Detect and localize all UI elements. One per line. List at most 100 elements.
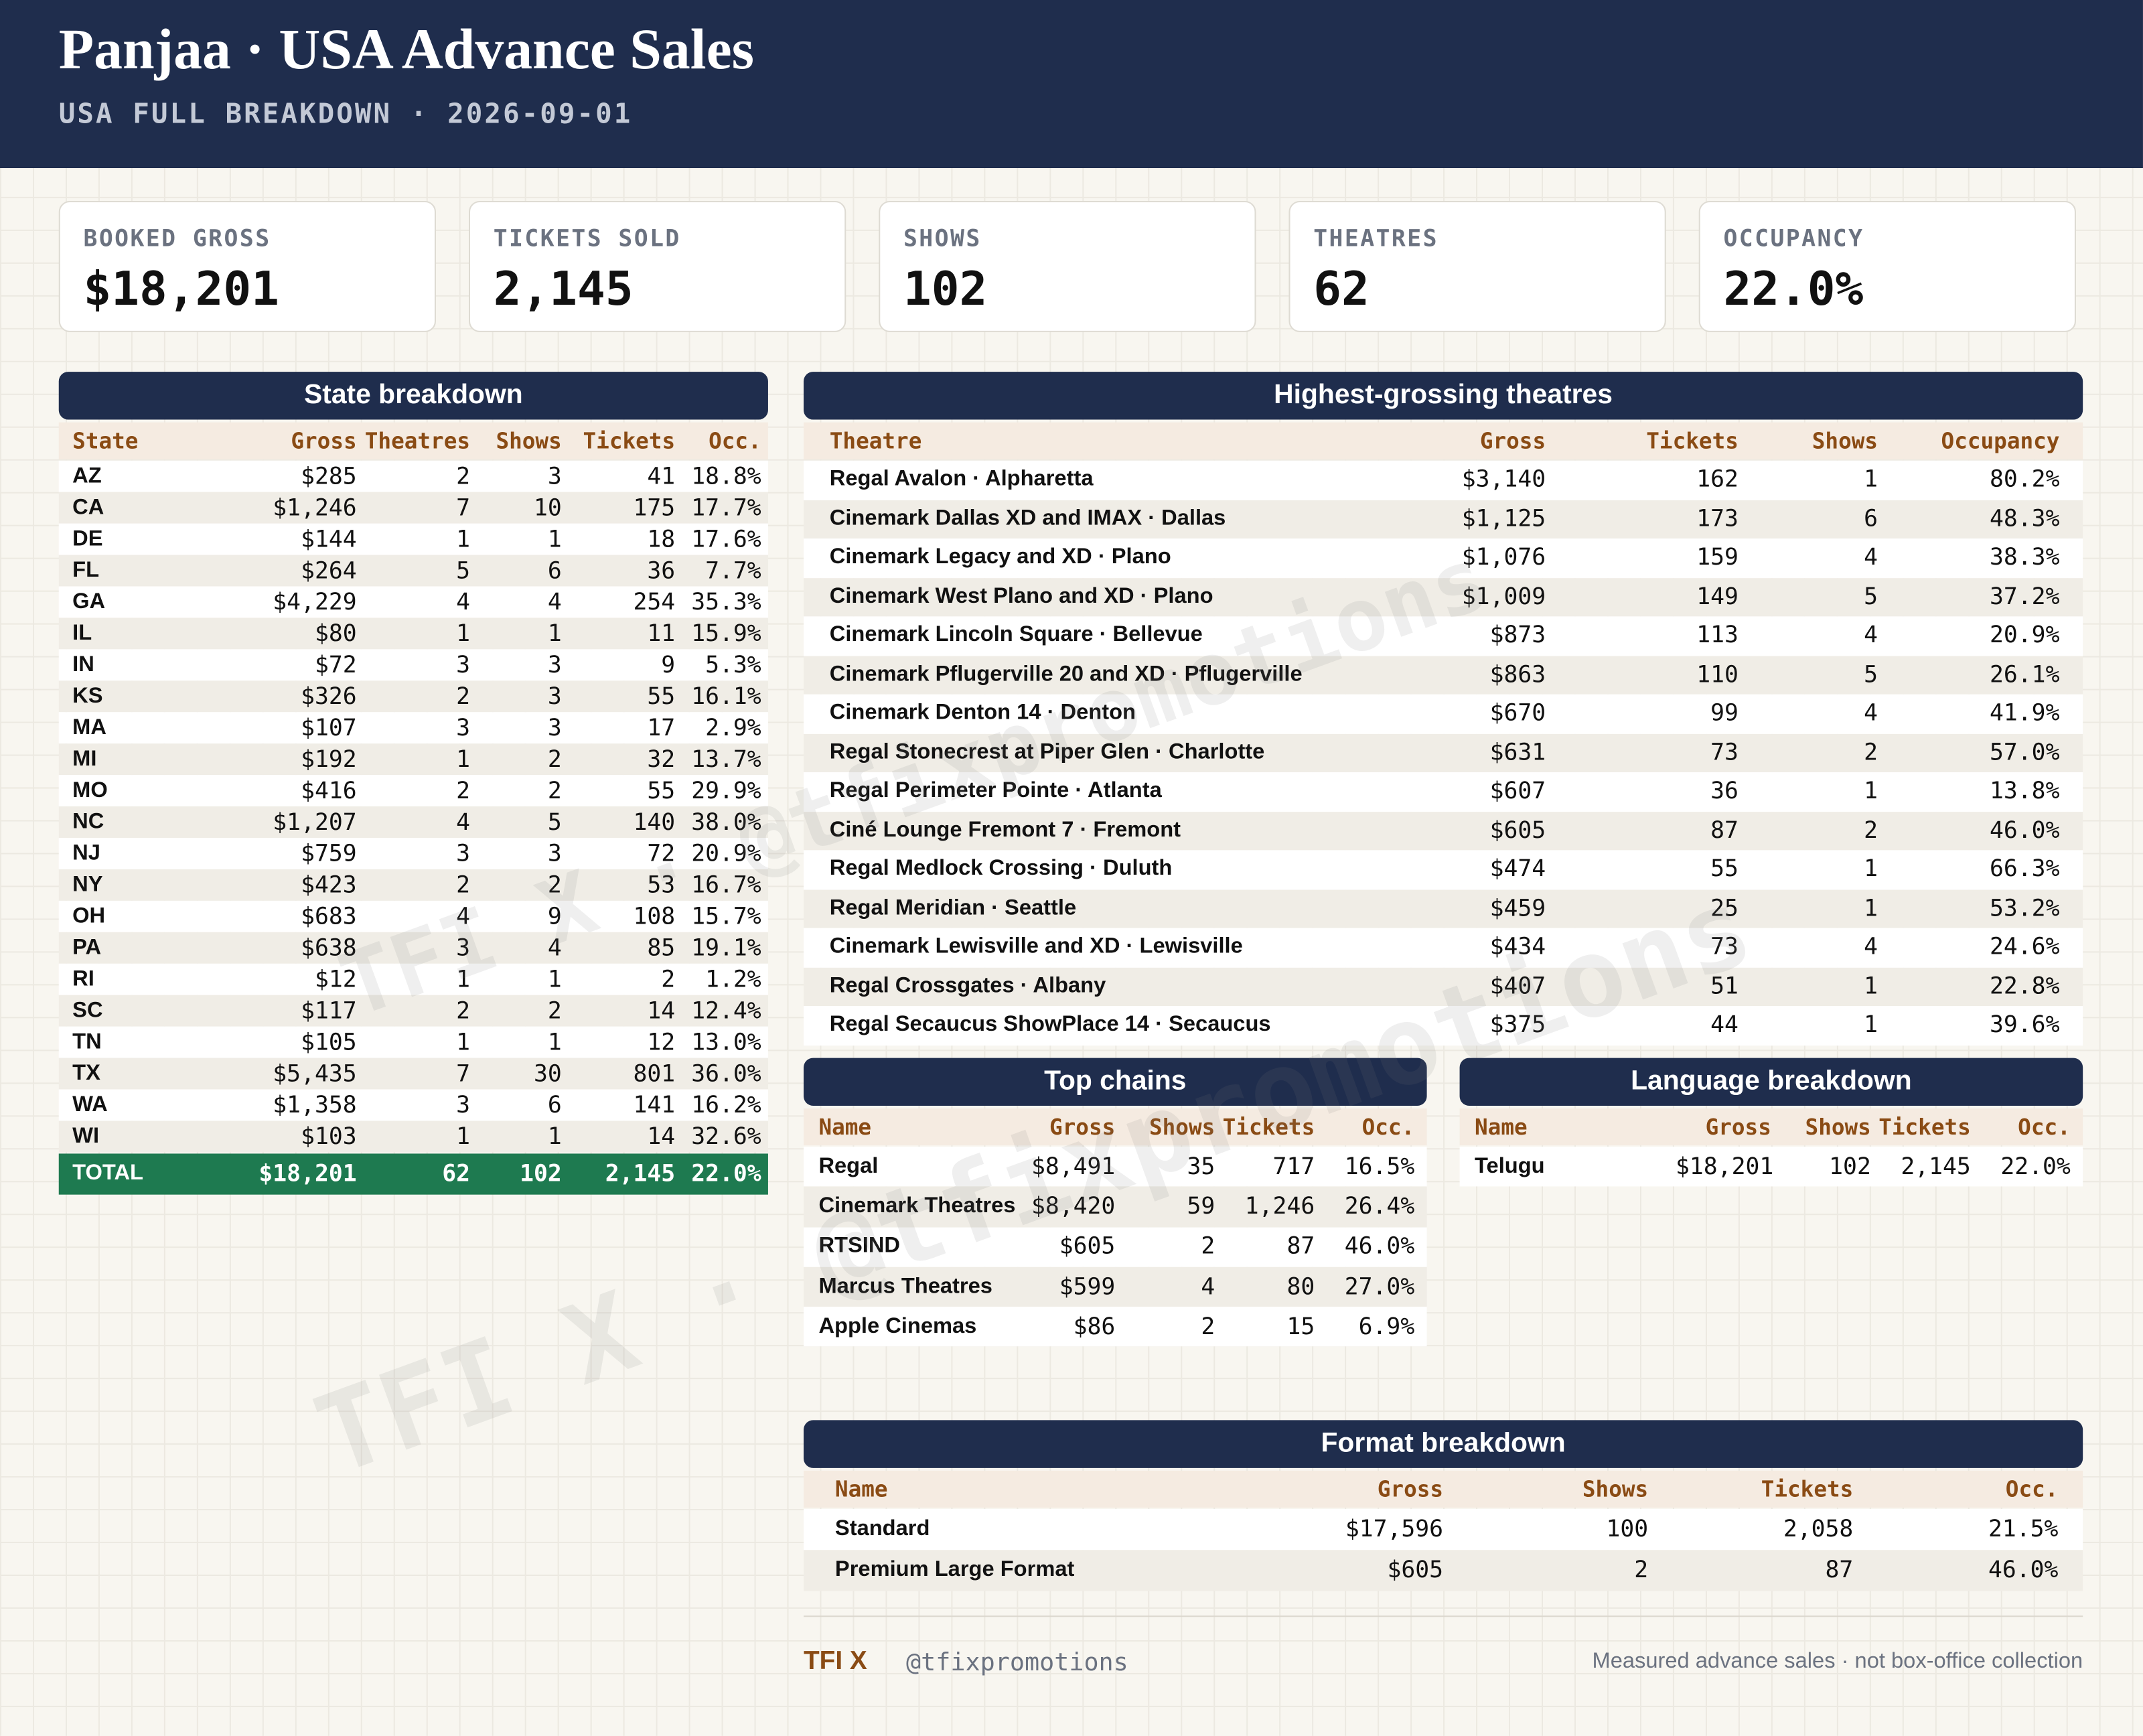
- cell: $1,358: [273, 1091, 357, 1119]
- column-label: Shows: [1805, 1114, 1871, 1141]
- cell: 1: [456, 1123, 471, 1151]
- cell: NC: [72, 810, 104, 833]
- cell: $86: [1073, 1313, 1116, 1341]
- table-row: NJ $759 3 3 72 20.9%: [58, 838, 768, 869]
- table-row: Cinemark Theatres $8,420 59 1,246 26.4%: [803, 1187, 1427, 1227]
- table-row: Cinemark West Plano and XD · Plano $1,009…: [803, 577, 2083, 617]
- cell: 14: [647, 1123, 676, 1151]
- cell: 46.0%: [1988, 1557, 2059, 1585]
- cell: $8,491: [1031, 1153, 1116, 1181]
- table-row: Cinemark Lewisville and XD · Lewisville $…: [803, 928, 2083, 967]
- cell: $407: [1489, 972, 1546, 1001]
- cell: 113: [1696, 622, 1739, 650]
- cell: 1: [1864, 778, 1878, 806]
- cell: Regal Avalon · Alpharetta: [829, 467, 1094, 492]
- column-label: Occ.: [709, 427, 761, 454]
- cell: 3: [547, 714, 562, 742]
- cell: $80: [314, 620, 357, 648]
- table-row: MI $192 1 2 32 13.7%: [58, 743, 768, 776]
- cell: $1,246: [273, 494, 357, 522]
- cell: Cinemark Lewisville and XD · Lewisville: [829, 935, 1243, 959]
- cell: 159: [1696, 544, 1739, 572]
- cell: $1,207: [273, 808, 357, 836]
- cell: 1: [456, 745, 471, 774]
- column-header: Theatre Gross Tickets Shows Occupancy: [803, 422, 2083, 459]
- cell: 2,145: [1901, 1153, 1971, 1181]
- table-row: IL $80 1 1 11 15.9%: [58, 618, 768, 650]
- column-label: Tickets: [1878, 1114, 1971, 1141]
- cell: 12.4%: [691, 997, 761, 1025]
- table-row: Marcus Theatres $599 4 80 27.0%: [803, 1267, 1427, 1307]
- cell: 2.9%: [705, 714, 761, 742]
- cell: 6.9%: [1358, 1313, 1415, 1341]
- cell: 9: [547, 902, 562, 930]
- cell: 4: [547, 934, 562, 962]
- table-row: AZ $285 2 3 41 18.8%: [58, 460, 768, 492]
- cell: 1: [1864, 895, 1878, 923]
- kpi-label: SHOWS: [903, 225, 982, 253]
- cell: 14: [647, 997, 676, 1025]
- cell: 141: [633, 1091, 676, 1119]
- cell: 15.9%: [691, 620, 761, 648]
- cell: 2,058: [1783, 1516, 1854, 1544]
- cell: 110: [1696, 661, 1739, 689]
- cell: 32: [647, 745, 676, 774]
- cell: 55: [1710, 856, 1739, 883]
- kpi-card: BOOKED GROSS $18,201: [58, 200, 437, 332]
- cell: 7.7%: [705, 557, 761, 585]
- cell: WI: [72, 1124, 100, 1148]
- cell: CA: [72, 495, 104, 519]
- cell: 2: [1201, 1313, 1215, 1341]
- cell: 1: [1864, 972, 1878, 1001]
- cell: 3: [547, 840, 562, 867]
- cell: 2: [456, 682, 471, 711]
- cell: 100: [1606, 1516, 1649, 1544]
- column-label: Theatres: [364, 427, 471, 454]
- cell: 1: [547, 525, 562, 553]
- column-label: Gross: [1705, 1114, 1771, 1141]
- cell: $5,435: [273, 1060, 357, 1088]
- table-row: FL $264 5 6 36 7.7%: [58, 555, 768, 587]
- kpi-value: $18,201: [83, 262, 279, 317]
- table-row: MA $107 3 3 17 2.9%: [58, 712, 768, 744]
- table-row: SC $117 2 2 14 12.4%: [58, 995, 768, 1027]
- column-label: Gross: [1479, 427, 1546, 454]
- cell: 37.2%: [1990, 583, 2060, 611]
- cell: 17: [647, 714, 676, 742]
- table-row: WI $103 1 1 14 32.6%: [58, 1120, 768, 1153]
- cell: 73: [1710, 934, 1739, 962]
- cell: $264: [301, 557, 357, 585]
- table-panel: State breakdown State Gross Theatres Shows Ti…: [58, 372, 768, 1195]
- table-panel: Format breakdown Name Gross Shows Tickets Occ…: [803, 1420, 2083, 1591]
- cell: 4: [547, 588, 562, 616]
- cell: $192: [301, 745, 357, 774]
- cell: 41.9%: [1990, 700, 2060, 728]
- cell: $18,201: [258, 1160, 357, 1188]
- cell: Regal Perimeter Pointe · Atlanta: [829, 779, 1162, 803]
- panel-title: Highest-grossing theatres: [803, 372, 2083, 420]
- cell: 53.2%: [1990, 895, 2060, 923]
- cell: 19.1%: [691, 934, 761, 962]
- cell: $599: [1059, 1273, 1116, 1301]
- column-label: Tickets: [1761, 1476, 1854, 1502]
- cell: 22.0%: [691, 1160, 761, 1188]
- kpi-label: OCCUPANCY: [1723, 225, 1864, 253]
- cell: 99: [1710, 700, 1739, 728]
- cell: 36: [647, 557, 676, 585]
- cell: 85: [647, 934, 676, 962]
- cell: 25: [1710, 895, 1739, 923]
- cell: Cinemark Lincoln Square · Bellevue: [829, 624, 1203, 647]
- table-row: Cinemark Pflugerville 20 and XD · Pfluge…: [803, 655, 2083, 695]
- cell: $1,076: [1461, 544, 1546, 572]
- panel-title: Top chains: [803, 1058, 1427, 1106]
- table-panel: Highest-grossing theatres Theatre Gross Tic…: [803, 372, 2083, 1045]
- table-row: GA $4,229 4 4 254 35.3%: [58, 586, 768, 618]
- cell: $285: [301, 462, 357, 490]
- cell: 4: [456, 902, 471, 930]
- cell: $605: [1059, 1233, 1116, 1261]
- cell: 4: [456, 808, 471, 836]
- cell: 57.0%: [1990, 739, 2060, 767]
- cell: 1: [456, 965, 471, 993]
- cell: WA: [72, 1092, 108, 1116]
- cell: 24.6%: [1990, 934, 2060, 962]
